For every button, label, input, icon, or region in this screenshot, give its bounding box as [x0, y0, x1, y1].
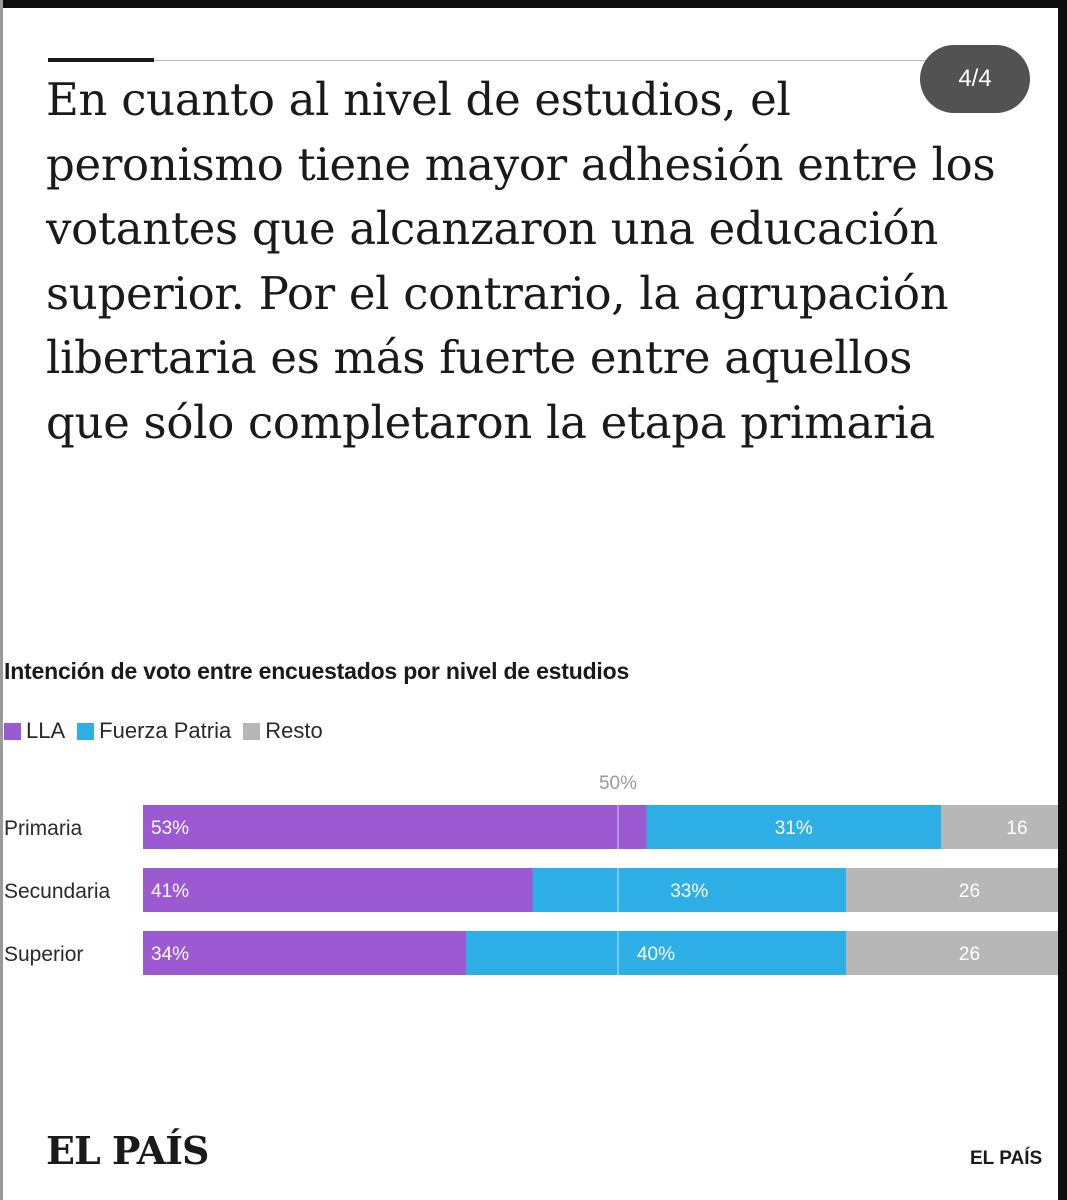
bar-lla-superior	[143, 931, 466, 975]
screen-right-edge	[1058, 0, 1067, 1200]
screen-left-edge	[0, 0, 3, 1200]
data-label-lla-primaria: 53%	[151, 818, 189, 839]
data-label-resto-primaria: 16	[1006, 818, 1027, 839]
headline: En cuanto al nivel de estudios, el peron…	[46, 73, 996, 449]
bar-resto-superior	[846, 931, 1058, 975]
headline-top-rule	[154, 60, 930, 61]
source-credit: EL PAÍS	[970, 1148, 1043, 1169]
bar-fuerza-patria-secundaria	[532, 868, 846, 912]
legend-label-lla: LLA	[26, 718, 66, 743]
screen-top-edge	[0, 0, 1067, 8]
legend-item-fuerza-patria: Fuerza Patria	[77, 718, 231, 744]
data-label-resto-superior: 26	[959, 944, 980, 965]
data-label-fuerza-patria-superior: 40%	[637, 944, 675, 965]
el-pais-logo: EL PAÍS	[46, 1128, 209, 1173]
data-label-fuerza-patria-secundaria: 33%	[670, 881, 708, 902]
bar-resto-primaria	[941, 805, 1058, 849]
legend-item-lla: LLA	[4, 718, 65, 744]
category-label-superior: Superior	[4, 943, 83, 966]
legend-swatch-resto	[243, 722, 261, 740]
data-label-lla-secundaria: 41%	[151, 881, 189, 902]
stacked-bar-chart: Primaria 53% 31% 16 Secundaria 41% 33% 26 Superi…	[4, 773, 1058, 975]
category-label-primaria: Primaria	[4, 817, 82, 840]
chart-title: Intención de voto entre encuestados por …	[4, 658, 630, 684]
legend-swatch-fuerza-patria	[77, 722, 95, 740]
bar-resto-secundaria	[846, 868, 1058, 912]
page-indicator-badge[interactable]: 4/4	[920, 45, 1030, 113]
bar-fuerza-patria-primaria	[646, 805, 941, 849]
bar-fuerza-patria-superior	[466, 931, 846, 975]
legend-item-resto: Resto	[243, 718, 323, 744]
bar-lla-secundaria	[143, 868, 533, 912]
legend-label-fuerza-patria: Fuerza Patria	[99, 718, 232, 743]
headline-accent-rule	[48, 58, 154, 62]
category-label-secundaria: Secundaria	[4, 880, 111, 903]
reference-line-label: 50%	[599, 773, 637, 794]
legend-swatch-lla	[4, 722, 21, 740]
data-label-lla-superior: 34%	[151, 944, 189, 965]
chart-legend: LLA Fuerza Patria Resto	[4, 718, 335, 744]
data-label-fuerza-patria-primaria: 31%	[775, 818, 813, 839]
legend-label-resto: Resto	[265, 718, 323, 743]
bar-lla-primaria	[143, 805, 647, 849]
data-label-resto-secundaria: 26	[959, 881, 980, 902]
